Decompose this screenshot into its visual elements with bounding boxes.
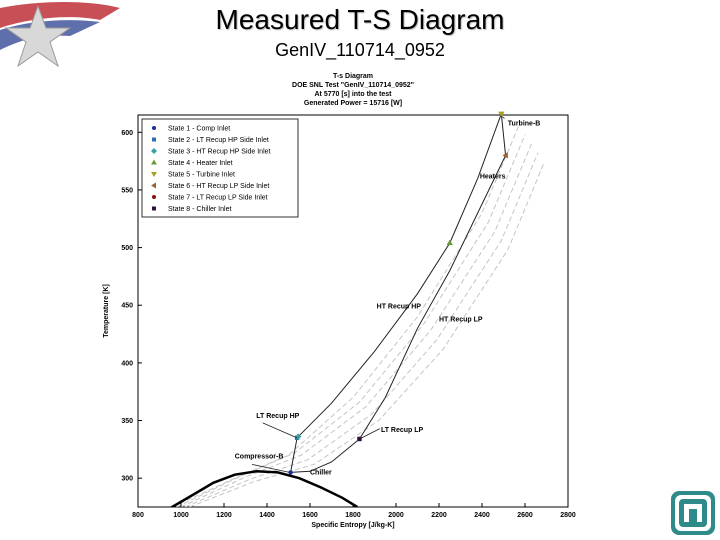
- cycle-path-line: [359, 155, 507, 440]
- x-tick-label: 2600: [517, 512, 533, 519]
- x-tick-label: 1800: [345, 512, 361, 519]
- isobars: [172, 126, 545, 507]
- annotations: Turbine-B Heaters HT Recup HP HT Recup LP LT…: [235, 115, 541, 477]
- y-axis-label: Temperature [K]: [103, 284, 110, 338]
- x-axis-label: Specific Entropy [J/kg-K]: [311, 522, 394, 529]
- star-logo-icon: [0, 2, 120, 68]
- annotation-leader: [359, 428, 381, 440]
- annotation-leader: [501, 115, 505, 119]
- x-tick-label: 1400: [259, 512, 275, 519]
- cycle-path-line: [296, 113, 502, 439]
- legend-entry: State 4 - Heater Inlet: [168, 160, 233, 167]
- legend-entry: State 3 - HT Recup HP Side Inlet: [168, 149, 271, 156]
- state-marker: [446, 239, 453, 246]
- isobar-line: [185, 152, 539, 507]
- legend: State 1 - Comp Inlet State 2 - LT Recup H…: [141, 118, 299, 218]
- annotation-leader: [251, 463, 290, 473]
- x-tick-label: 800: [132, 512, 144, 519]
- annotation-label: LT Recup LP: [381, 427, 424, 434]
- state-marker: [498, 111, 505, 118]
- chart-title-line: Generated Power = 15716 [W]: [304, 100, 402, 107]
- legend-entry: State 7 - LT Recup LP Side Inlet: [168, 195, 268, 202]
- x-tick-label: 1600: [302, 512, 318, 519]
- y-axis-ticks: 300 350 400 450 500 550 600: [121, 130, 142, 483]
- state-marker: [288, 470, 293, 475]
- annotation-label: Turbine-B: [508, 120, 541, 127]
- state-marker: [502, 152, 508, 159]
- cycle-path-line: [290, 437, 298, 473]
- slide-title: Measured T-S Diagram: [215, 4, 505, 35]
- legend-marker: [152, 137, 156, 142]
- isobar-line: [189, 162, 545, 507]
- chart-title-line: At 5770 [s] into the test: [314, 91, 392, 98]
- legend-marker: [151, 148, 157, 154]
- annotation-label: Heaters: [480, 173, 506, 180]
- legend-marker: [152, 126, 156, 130]
- saturation-dome-line: [169, 470, 358, 507]
- slide-subtitle: GenIV_110714_0952: [275, 40, 445, 60]
- state-markers: [288, 111, 508, 475]
- legend-entry: State 2 - LT Recup HP Side Inlet: [168, 137, 269, 144]
- x-axis-ticks: 800 1000 1200 1400 1600 1800 2000 2200 2400 2600 2…: [132, 503, 576, 519]
- y-tick-label: 350: [121, 418, 133, 425]
- y-tick-label: 500: [121, 245, 133, 252]
- legend-marker: [151, 172, 157, 177]
- chart-title: T-s Diagram DOE SNL Test "GenIV_110714_09…: [292, 73, 414, 107]
- isobar-line: [172, 126, 519, 507]
- legend-marker: [152, 206, 156, 211]
- x-tick-label: 2400: [474, 512, 490, 519]
- legend-box: [141, 118, 299, 218]
- annotation-leader: [262, 422, 298, 439]
- legend-entry: State 1 - Comp Inlet: [168, 126, 230, 133]
- y-tick-label: 450: [121, 303, 133, 310]
- annotation-label: LT Recup HP: [256, 413, 299, 420]
- legend-entry: State 5 - Turbine Inlet: [168, 172, 235, 179]
- isobar-line: [180, 143, 532, 507]
- annotation-label: Compressor-B: [235, 454, 284, 461]
- cycle-path-line: [290, 438, 360, 473]
- sandia-logo-icon: [671, 491, 715, 535]
- y-tick-label: 600: [121, 130, 133, 137]
- chart-title-line: DOE SNL Test "GenIV_110714_0952": [292, 82, 414, 89]
- x-tick-label: 2200: [431, 512, 447, 519]
- y-tick-label: 300: [121, 476, 133, 483]
- legend-marker: [152, 195, 156, 199]
- x-tick-label: 1000: [173, 512, 189, 519]
- annotation-label: Chiller: [310, 470, 332, 477]
- cycle-paths: [290, 113, 507, 473]
- cycle-path-line: [500, 113, 507, 156]
- legend-marker: [151, 182, 156, 189]
- chart-title-line: T-s Diagram: [333, 73, 373, 80]
- legend-entry: State 6 - HT Recup LP Side Inlet: [168, 183, 269, 190]
- isobar-line: [176, 134, 526, 507]
- saturation-dome: [169, 470, 358, 507]
- x-tick-label: 2000: [388, 512, 404, 519]
- x-tick-label: 2800: [560, 512, 576, 519]
- legend-marker: [151, 159, 157, 165]
- x-tick-label: 1200: [216, 512, 232, 519]
- annotation-label: HT Recup LP: [439, 316, 483, 323]
- annotation-label: HT Recup HP: [377, 304, 422, 311]
- legend-entry: State 8 - Chiller Inlet: [168, 206, 231, 213]
- y-tick-label: 400: [121, 360, 133, 367]
- state-marker: [294, 433, 302, 440]
- y-tick-label: 550: [121, 187, 133, 194]
